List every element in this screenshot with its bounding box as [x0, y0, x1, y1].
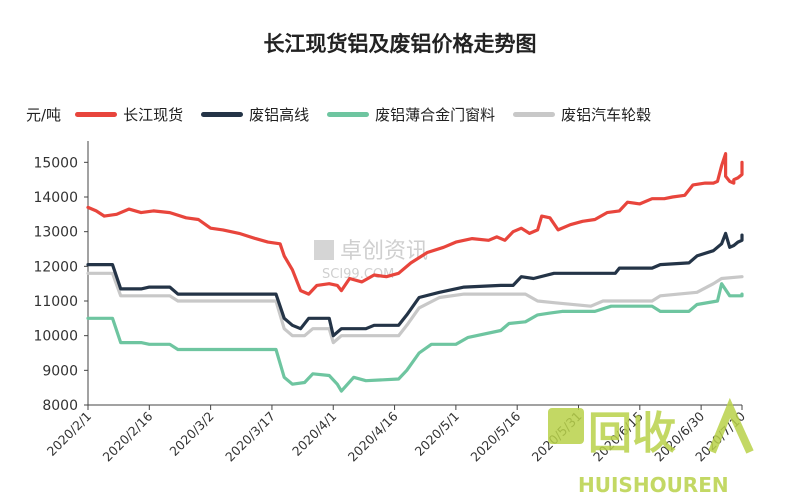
watermark-corner-subtext: HUISHOUREN: [578, 473, 729, 497]
watermark-subtext: SCI99.COM: [322, 267, 394, 282]
x-tick-label: 2020/4/1: [289, 409, 339, 459]
x-tick-label: 2020/5/16: [467, 408, 523, 464]
legend-label: 废铝汽车轮毂: [561, 105, 652, 124]
legend-swatch: [201, 111, 244, 117]
legend-swatch: [75, 111, 118, 117]
x-tick-label: 2020/5/1: [412, 409, 462, 459]
y-tick-label: 11000: [33, 294, 78, 310]
legend-swatch: [513, 111, 556, 117]
legend: 元/吨 长江现货 废铝高线 废铝薄合金门窗料 废铝汽车轮毂: [26, 103, 669, 125]
x-tick-label: 2020/4/16: [345, 408, 401, 464]
legend-item-scrap-window: 废铝薄合金门窗料: [327, 104, 495, 125]
y-axis-unit: 元/吨: [26, 105, 62, 124]
y-tick-label: 9000: [42, 363, 78, 379]
y-tick-label: 15000: [33, 155, 78, 171]
watermark-corner-text: 回收: [588, 408, 676, 459]
watermark-logo-icon: [314, 240, 334, 260]
x-tick-label: 2020/3/17: [222, 409, 278, 465]
watermark-logo: 卓创资讯 SCI99.COM: [314, 239, 428, 282]
legend-item-scrap-wheel: 废铝汽车轮毂: [513, 104, 651, 125]
watermark-corner-mark: [548, 408, 584, 444]
chart-title: 长江现货铝及废铝价格走势图: [263, 32, 537, 56]
legend-swatch: [327, 111, 370, 117]
series-line-3: [86, 271, 744, 345]
y-tick-label: 8000: [42, 398, 78, 414]
x-tick-label: 2020/3/2: [166, 409, 216, 459]
legend-label: 长江现货: [123, 105, 184, 124]
legend-item-spot-aluminum: 长江现货: [75, 104, 183, 125]
y-tick-label: 12000: [33, 259, 78, 275]
legend-label: 废铝薄合金门窗料: [375, 105, 496, 124]
y-tick-label: 10000: [33, 329, 78, 345]
series-layer: [86, 152, 744, 393]
series-line-2: [86, 282, 744, 393]
y-tick-label: 13000: [33, 225, 78, 241]
series-line-1: [86, 231, 744, 338]
watermark-corner-logo: 回收 HUISHOUREN: [548, 397, 754, 497]
y-tick-label: 14000: [33, 190, 78, 206]
x-tick-label: 2020/2/1: [44, 409, 94, 459]
legend-item-scrap-wire: 废铝高线: [201, 104, 309, 125]
legend-label: 废铝高线: [249, 105, 310, 124]
watermark-corner-arrow: [708, 397, 754, 454]
series-line-0: [86, 152, 744, 296]
x-tick-label: 2020/2/16: [100, 408, 156, 464]
